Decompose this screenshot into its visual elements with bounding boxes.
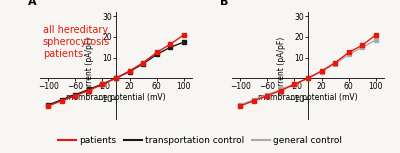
Text: B: B <box>220 0 228 7</box>
X-axis label: membrane potential (mV): membrane potential (mV) <box>258 93 358 102</box>
Text: all hereditary
spherocytosis
patients: all hereditary spherocytosis patients <box>43 25 110 59</box>
Y-axis label: current (pA/pF): current (pA/pF) <box>86 37 94 95</box>
X-axis label: membrane potential (mV): membrane potential (mV) <box>66 93 166 102</box>
Legend: patients, transportation control, general control: patients, transportation control, genera… <box>54 132 346 148</box>
Y-axis label: current (pA/pF): current (pA/pF) <box>278 37 286 95</box>
Text: A: A <box>28 0 36 7</box>
